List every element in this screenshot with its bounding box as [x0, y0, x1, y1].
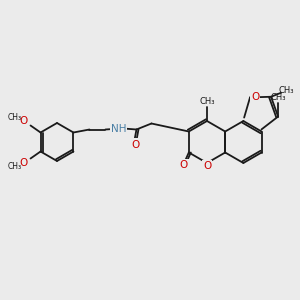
Text: CH₃: CH₃ — [8, 113, 22, 122]
Text: O: O — [20, 158, 28, 167]
Text: CH₃: CH₃ — [199, 98, 215, 106]
Text: CH₃: CH₃ — [8, 162, 22, 171]
Text: CH₃: CH₃ — [270, 93, 286, 102]
Text: O: O — [20, 116, 28, 127]
Text: NH: NH — [111, 124, 126, 134]
Text: CH₃: CH₃ — [278, 86, 294, 95]
Text: O: O — [251, 92, 259, 102]
Text: O: O — [131, 140, 140, 149]
Text: O: O — [180, 160, 188, 170]
Text: O: O — [203, 161, 211, 171]
